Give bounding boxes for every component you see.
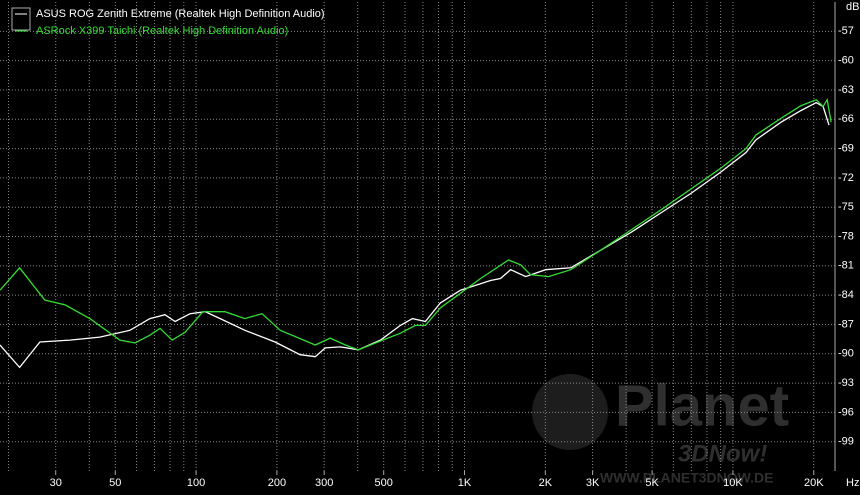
y-tick-label: -57 (838, 25, 854, 37)
legend-entry: ASUS ROG Zenith Extreme (Realtek High De… (36, 8, 325, 20)
x-axis-label: Hz (846, 477, 859, 489)
x-tick-label: 500 (375, 477, 393, 489)
y-tick-label: -75 (838, 201, 854, 213)
x-tick-label: 10K (723, 477, 743, 489)
x-tick-label: 200 (268, 477, 286, 489)
x-tick-label: 20K (804, 477, 824, 489)
x-tick-label: 2K (539, 477, 553, 489)
y-tick-label: -72 (838, 172, 854, 184)
y-tick-label: -81 (838, 260, 854, 272)
legend-entry: ASRock X399 Taichi (Realtek High Definit… (36, 25, 288, 37)
x-tick-label: 5K (645, 477, 659, 489)
y-tick-label: -99 (838, 436, 854, 448)
y-tick-label: -69 (838, 142, 854, 154)
y-tick-label: -87 (838, 318, 854, 330)
x-tick-label: 100 (187, 477, 205, 489)
watermark-sub: 3DNow! (678, 440, 767, 467)
x-tick-label: 50 (109, 477, 121, 489)
series-line (0, 97, 832, 351)
y-tick-label: -63 (838, 84, 854, 96)
series-line (0, 101, 830, 369)
x-tick-label: 300 (315, 477, 333, 489)
y-tick-label: -78 (838, 230, 854, 242)
y-tick-label: -66 (838, 113, 854, 125)
x-tick-label: 3K (586, 477, 600, 489)
watermark-title: Planet (615, 373, 789, 438)
watermark-url: WWW.PLANET3DNOW.DE (600, 470, 773, 486)
y-axis-label: dB (846, 1, 859, 13)
y-tick-label: -84 (838, 289, 854, 301)
y-tick-label: -90 (838, 348, 854, 360)
legend-icon (11, 7, 31, 31)
x-tick-label: 30 (50, 477, 62, 489)
y-tick-label: -96 (838, 406, 854, 418)
x-tick-label: 1K (458, 477, 472, 489)
y-tick-label: -60 (838, 55, 854, 67)
y-tick-label: -93 (838, 377, 854, 389)
